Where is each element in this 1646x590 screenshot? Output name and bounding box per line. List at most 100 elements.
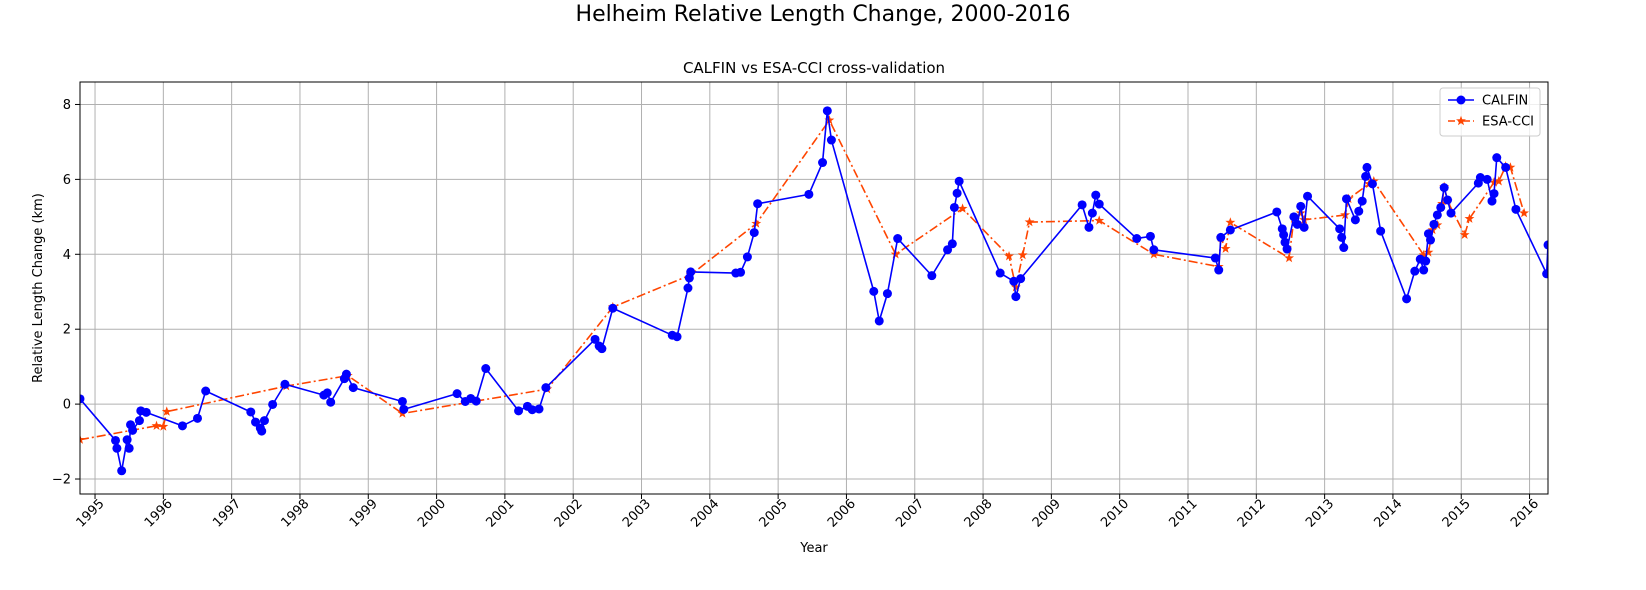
data-point-calfin (927, 271, 937, 281)
x-tick-label: 1997 (210, 497, 244, 531)
data-point-calfin (1443, 195, 1453, 205)
data-point-calfin (1475, 173, 1485, 183)
data-point-calfin (1492, 153, 1502, 163)
data-point-calfin (949, 202, 959, 212)
legend: CALFIN ESA-CCI (1439, 87, 1541, 137)
data-point-calfin (326, 397, 336, 407)
data-point-calfin (804, 189, 814, 199)
y-tick-label: 2 (63, 323, 71, 338)
data-point-calfin (1410, 266, 1420, 276)
data-point-esa-cci (1010, 282, 1021, 292)
data-point-calfin (134, 416, 144, 426)
data-point-esa-cci (161, 406, 172, 416)
x-tick-label: 2001 (483, 497, 517, 531)
data-point-esa-cci (1423, 247, 1434, 257)
data-point-calfin (1145, 231, 1155, 241)
data-point-calfin (1094, 199, 1104, 209)
data-point-calfin (1350, 215, 1360, 225)
y-tick-label: 4 (63, 248, 71, 263)
data-point-calfin (1214, 265, 1224, 275)
data-point-esa-cci (1519, 207, 1530, 218)
data-point-calfin (117, 466, 127, 476)
data-point-esa-cci (1017, 249, 1028, 260)
data-point-calfin (399, 404, 409, 414)
y-axis-label: Relative Length Change (km) (31, 193, 46, 383)
data-point-calfin (177, 421, 187, 431)
data-point-calfin (452, 389, 462, 399)
data-point-calfin (1439, 183, 1449, 193)
y-tick-label: 0 (63, 398, 71, 413)
x-tick-label: 2016 (1508, 497, 1542, 531)
x-tick-label: 2012 (1235, 497, 1269, 531)
data-point-calfin (954, 176, 964, 186)
data-point-calfin (1429, 219, 1439, 229)
data-point-calfin (1446, 208, 1456, 218)
x-axis-label: Year (799, 541, 828, 556)
plot-area-frame (79, 81, 1549, 495)
data-point-calfin (1341, 194, 1351, 204)
data-point-esa-cci (1220, 243, 1231, 253)
data-point-calfin (1361, 171, 1371, 181)
data-point-calfin (259, 416, 269, 426)
data-point-calfin (943, 245, 953, 255)
data-point-calfin (1296, 201, 1306, 211)
data-point-calfin (1149, 245, 1159, 255)
data-point-esa-cci (1493, 176, 1504, 186)
data-point-calfin (822, 106, 832, 116)
data-point-esa-cci (1299, 214, 1310, 225)
data-point-calfin (348, 383, 358, 393)
data-point-calfin (122, 435, 132, 445)
data-point-calfin (192, 413, 202, 423)
x-tick-label: 2003 (620, 497, 654, 531)
data-point-calfin (1077, 200, 1087, 210)
y-axis-ticks: −2 0 2 4 6 8 (52, 98, 80, 488)
y-tick-label: 8 (63, 98, 71, 113)
data-point-calfin (818, 158, 828, 168)
plot-title: CALFIN vs ESA-CCI cross-validation (683, 59, 945, 77)
data-point-calfin (280, 379, 290, 389)
x-tick-label: 2006 (825, 497, 859, 531)
data-point-calfin (1084, 222, 1094, 232)
data-point-calfin (1432, 210, 1442, 220)
x-tick-label: 1996 (142, 497, 176, 531)
data-point-calfin (995, 268, 1005, 278)
data-point-calfin (1376, 226, 1386, 236)
x-tick-label: 2011 (1167, 497, 1201, 531)
data-point-esa-cci (1489, 177, 1499, 187)
data-point-calfin (947, 239, 957, 249)
data-point-esa-cci (751, 218, 762, 228)
x-tick-label: 2015 (1440, 497, 1474, 531)
data-point-esa-cci (1225, 217, 1236, 227)
x-tick-label: 1999 (347, 497, 381, 531)
data-point-calfin (1087, 208, 1097, 218)
data-point-calfin (874, 316, 884, 326)
data-point-calfin (1362, 162, 1372, 172)
x-tick-label: 1998 (278, 497, 312, 531)
data-point-esa-cci (1464, 213, 1475, 223)
data-point-calfin (1436, 202, 1446, 212)
data-point-calfin (1335, 224, 1345, 234)
data-point-calfin (608, 303, 618, 313)
data-point-calfin (749, 228, 759, 238)
data-point-calfin (683, 283, 693, 293)
data-point-calfin (742, 252, 752, 262)
data-point-calfin (1357, 196, 1367, 206)
data-point-esa-cci (1505, 162, 1516, 172)
data-point-calfin (736, 267, 746, 277)
data-point-calfin (128, 425, 138, 435)
data-point-calfin (590, 334, 600, 344)
data-point-calfin (341, 369, 351, 379)
data-point-calfin (1419, 265, 1429, 275)
data-point-calfin (597, 344, 607, 354)
x-tick-label: 2002 (552, 497, 586, 531)
x-tick-label: 2013 (1303, 497, 1337, 531)
data-point-calfin (80, 394, 85, 404)
data-point-calfin (1011, 292, 1021, 302)
x-tick-label: 2009 (1030, 497, 1064, 531)
data-point-esa-cci (1284, 252, 1295, 263)
data-point-calfin (246, 407, 256, 417)
data-point-esa-cci (151, 420, 162, 431)
legend-marker (1456, 115, 1466, 126)
legend-label: CALFIN (1482, 94, 1528, 109)
